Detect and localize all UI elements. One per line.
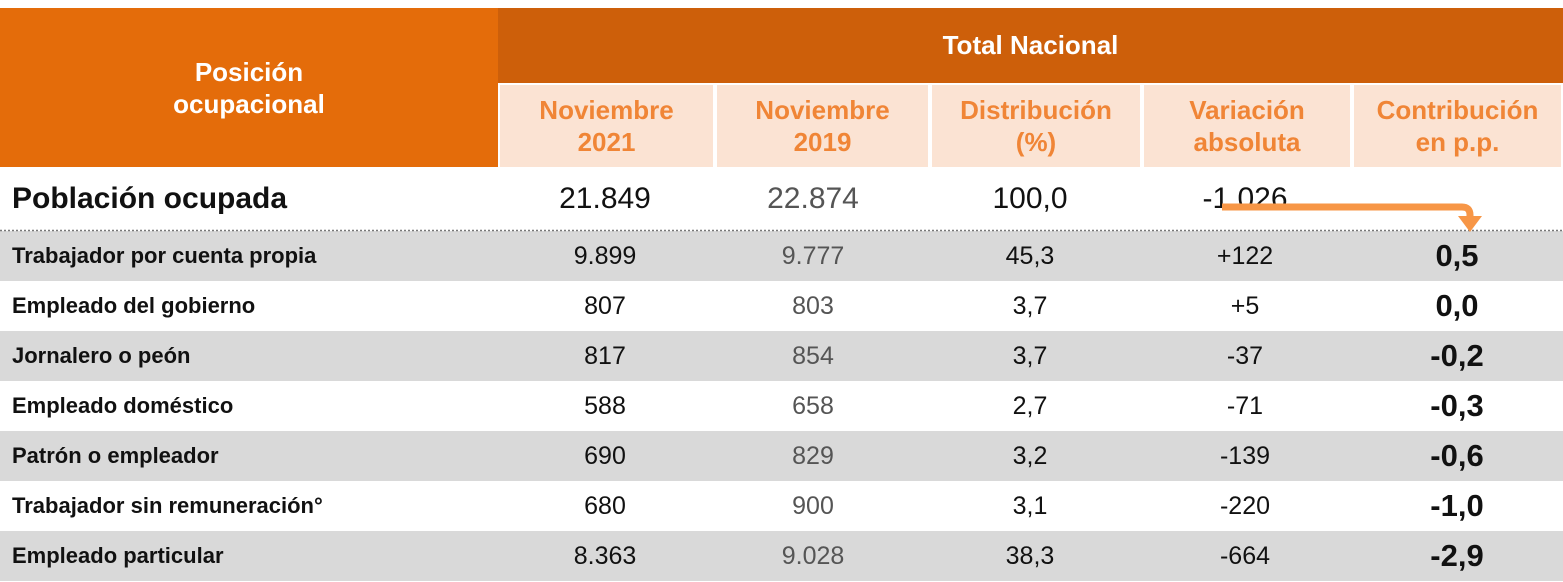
row-value: -220 xyxy=(1219,491,1271,520)
total-label: Población ocupada xyxy=(12,181,288,215)
header-column: Noviembre 2019 xyxy=(717,85,928,167)
header-line: en p.p. xyxy=(1415,127,1500,157)
row-value: 9.777 xyxy=(781,241,845,270)
row-value: 829 xyxy=(792,441,834,470)
header-column: Distribución (%) xyxy=(932,85,1140,167)
row-value: 45,3 xyxy=(1005,241,1055,270)
header-line: Noviembre xyxy=(539,95,674,125)
table-row: Empleado del gobierno 807 803 3,7 +5 0,0 xyxy=(0,281,1563,331)
row-value: 8.363 xyxy=(573,541,637,570)
row-label: Patrón o empleador xyxy=(12,443,219,468)
contribution-value: -0,2 xyxy=(1430,338,1484,373)
header-line: (%) xyxy=(1015,127,1057,157)
row-value: -37 xyxy=(1226,341,1264,370)
contribution-value: -2,9 xyxy=(1430,538,1484,573)
table-row: Patrón o empleador 690 829 3,2 -139 -0,6 xyxy=(0,431,1563,481)
table-row: Jornalero o peón 817 854 3,7 -37 -0,2 xyxy=(0,331,1563,381)
row-value: 690 xyxy=(584,441,626,470)
header-line: Noviembre xyxy=(755,95,890,125)
total-value: 100,0 xyxy=(992,181,1068,215)
contribution-value: -0,6 xyxy=(1430,438,1484,473)
row-value: 900 xyxy=(792,491,834,520)
row-label: Trabajador sin remuneración° xyxy=(12,493,323,518)
row-value: 588 xyxy=(584,391,626,420)
row-value: -71 xyxy=(1226,391,1264,420)
row-value: 817 xyxy=(584,341,626,370)
row-value: 803 xyxy=(792,291,834,320)
row-label: Empleado doméstico xyxy=(12,393,234,418)
row-label: Empleado del gobierno xyxy=(12,293,256,318)
total-row: Población ocupada 21.849 22.874 100,0 -1.026 xyxy=(0,167,1563,230)
row-label: Jornalero o peón xyxy=(12,343,191,368)
row-value: +5 xyxy=(1230,291,1260,320)
header-line: Contribución xyxy=(1376,95,1539,125)
row-label: Trabajador por cuenta propia xyxy=(12,243,317,268)
row-label: Empleado particular xyxy=(12,543,224,568)
row-value: 9.899 xyxy=(573,241,637,270)
row-value: 854 xyxy=(792,341,834,370)
row-value: 3,7 xyxy=(1012,341,1048,370)
row-value: 680 xyxy=(584,491,626,520)
table-row: Empleado particular 8.363 9.028 38,3 -664 -2,… xyxy=(0,531,1563,581)
header-line: Posición xyxy=(194,56,304,87)
row-value: 807 xyxy=(584,291,626,320)
header-line: ocupacional xyxy=(173,88,325,119)
total-value: 21.849 xyxy=(559,181,651,215)
contribution-value: 0,5 xyxy=(1435,238,1479,273)
header-column: Noviembre 2021 xyxy=(500,85,713,167)
contribution-value: -1,0 xyxy=(1430,488,1484,523)
row-value: -664 xyxy=(1219,541,1271,570)
table-row: Trabajador sin remuneración° 680 900 3,1 -22… xyxy=(0,481,1563,531)
row-value: 3,1 xyxy=(1012,491,1048,520)
header-column: Contribución en p.p. xyxy=(1354,85,1561,167)
header-line: absoluta xyxy=(1193,127,1301,157)
row-value: -139 xyxy=(1219,441,1271,470)
contribution-value: -0,3 xyxy=(1430,388,1484,423)
arrow xyxy=(1222,203,1474,218)
contribution-value: 0,0 xyxy=(1435,288,1479,323)
row-value: 9.028 xyxy=(781,541,845,570)
row-value: +122 xyxy=(1216,241,1274,270)
row-value: 38,3 xyxy=(1005,541,1055,570)
row-value: 3,2 xyxy=(1012,441,1048,470)
header-group: Total Nacional xyxy=(498,8,1563,83)
row-value: 2,7 xyxy=(1012,391,1048,420)
table-row: Empleado doméstico 588 658 2,7 -71 -0,3 xyxy=(0,381,1563,431)
header-line: Variación xyxy=(1189,95,1305,125)
total-value: 22.874 xyxy=(767,181,859,215)
header-first: Posición ocupacional xyxy=(0,8,498,167)
row-value: 658 xyxy=(792,391,834,420)
header-line: 2021 xyxy=(577,127,636,157)
row-value: 3,7 xyxy=(1012,291,1048,320)
arrow-head xyxy=(1458,216,1482,232)
header-column: Variación absoluta xyxy=(1144,85,1350,167)
table-row: Trabajador por cuenta propia 9.899 9.777 45… xyxy=(0,231,1563,281)
header-line: Distribución xyxy=(960,95,1112,125)
header-line: 2019 xyxy=(793,127,852,157)
